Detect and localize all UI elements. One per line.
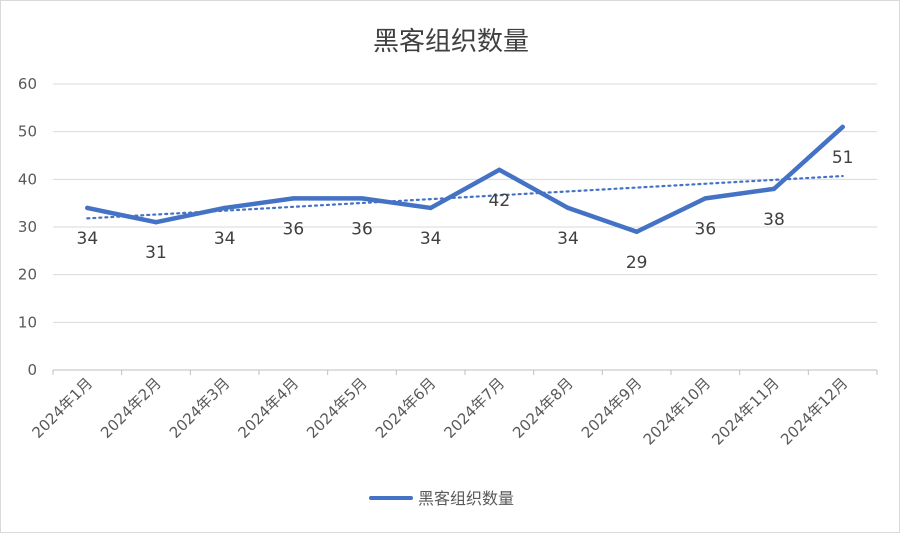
data-point <box>428 205 433 211</box>
data-point <box>565 205 571 211</box>
data-point <box>153 220 159 225</box>
y-tick-label-0: 0 <box>27 361 37 379</box>
data-label: 42 <box>489 191 511 211</box>
data-label: 36 <box>695 219 717 239</box>
x-tick-label: 2024年8月 <box>509 374 577 442</box>
y-axis-ticks: 0 10 20 30 40 50 60 <box>18 75 37 379</box>
y-tick-label-40: 40 <box>18 170 37 188</box>
data-point <box>703 196 708 201</box>
y-tick-label-10: 10 <box>18 313 37 331</box>
y-tick-label-30: 30 <box>18 218 37 236</box>
data-label: 36 <box>283 219 305 239</box>
legend: 黑客组织数量 <box>369 489 514 508</box>
x-axis-ticks: 2024年1月 2024年2月 2024年3月 2024年4月 2024年5月 2024年… <box>28 374 851 448</box>
data-point <box>359 196 365 201</box>
legend-label: 黑客组织数量 <box>418 489 514 508</box>
x-tick-label: 2024年10月 <box>640 374 714 448</box>
x-tick-label: 2024年6月 <box>372 374 440 442</box>
x-tick-label: 2024年5月 <box>303 374 371 442</box>
data-label: 38 <box>763 210 785 230</box>
x-tick-label: 2024年1月 <box>28 374 96 442</box>
data-label: 51 <box>832 148 854 168</box>
data-point <box>497 167 502 172</box>
data-point <box>771 186 777 192</box>
x-axis <box>52 369 878 375</box>
chart-title: 黑客组织数量 <box>373 27 529 57</box>
x-tick-label: 2024年9月 <box>578 374 646 442</box>
x-tick-label: 2024年11月 <box>708 374 782 448</box>
x-tick-label: 2024年12月 <box>777 374 851 448</box>
gridlines <box>53 83 877 323</box>
x-tick-label: 2024年2月 <box>97 374 165 442</box>
data-label: 34 <box>214 229 236 249</box>
series-line <box>85 124 845 235</box>
data-label: 34 <box>420 229 442 249</box>
data-point <box>291 196 296 201</box>
data-label: 34 <box>77 229 99 249</box>
x-tick-label: 2024年4月 <box>234 374 302 442</box>
y-tick-label-50: 50 <box>18 123 37 141</box>
data-point <box>85 205 90 211</box>
data-labels: 34 31 34 36 36 34 42 34 29 36 38 51 <box>77 148 854 273</box>
y-tick-label-20: 20 <box>18 266 37 284</box>
data-label: 29 <box>626 253 648 273</box>
data-point <box>840 124 845 130</box>
y-tick-label-60: 60 <box>18 75 37 93</box>
data-label: 34 <box>557 229 579 249</box>
data-point <box>634 229 639 234</box>
x-tick-label: 2024年7月 <box>440 374 508 442</box>
data-label: 31 <box>145 243 167 263</box>
data-point <box>222 205 227 211</box>
data-label: 36 <box>351 219 373 239</box>
x-tick-label: 2024年3月 <box>166 374 234 442</box>
series-layer <box>85 124 845 235</box>
